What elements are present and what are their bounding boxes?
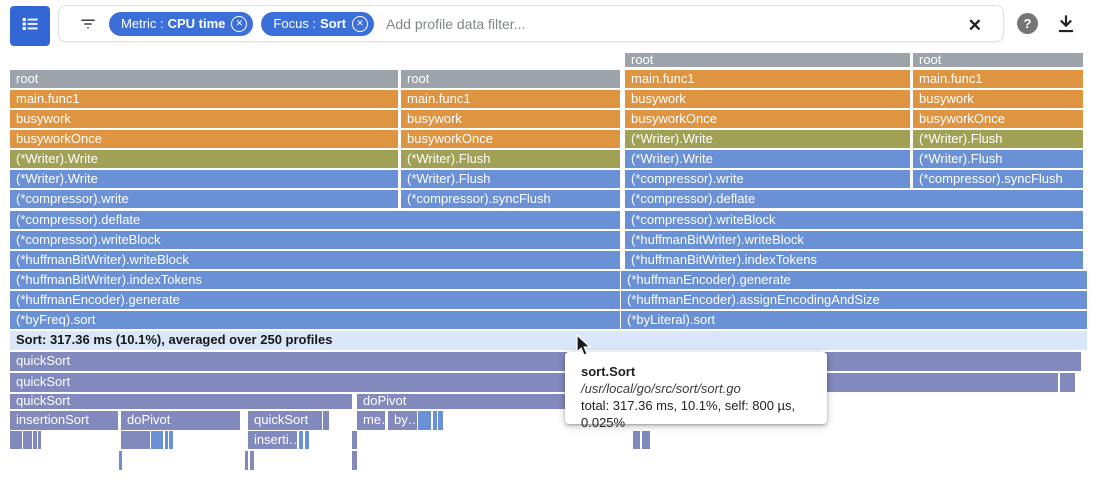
flame-cell[interactable]	[121, 431, 150, 449]
tooltip-source-path: /usr/local/go/src/sort/sort.go	[581, 381, 741, 396]
flame-cell[interactable]: (*byLiteral).sort	[621, 311, 1087, 329]
filter-input-placeholder[interactable]: Add profile data filter...	[386, 15, 526, 32]
flame-cell[interactable]: (*compressor).writeBlock	[625, 211, 1083, 229]
flame-cell[interactable]	[1060, 373, 1075, 392]
flame-cell[interactable]: by…	[388, 411, 417, 430]
flame-cell[interactable]: (*huffmanEncoder).generate	[10, 291, 620, 309]
flame-cell[interactable]: (*Writer).Flush	[401, 150, 620, 168]
flame-cell[interactable]	[245, 451, 248, 470]
filter-icon	[79, 15, 97, 33]
filter-chip[interactable]: Focus : Sort ✕	[261, 11, 375, 36]
flame-cell[interactable]	[433, 411, 437, 430]
flame-cell[interactable]: busyworkOnce	[401, 130, 620, 148]
flame-cell[interactable]	[33, 431, 37, 449]
chip-label: Metric :	[121, 16, 164, 31]
flame-cell[interactable]: (*compressor).syncFlush	[913, 170, 1083, 188]
flame-cell[interactable]	[23, 431, 32, 449]
flame-cell[interactable]: busywork	[10, 110, 398, 128]
flame-row-selected[interactable]: Sort: 317.36 ms (10.1%), averaged over 2…	[10, 331, 1087, 350]
flame-cell[interactable]	[352, 431, 357, 449]
flame-cell[interactable]	[418, 411, 431, 430]
flame-cell[interactable]: (*compressor).write	[10, 190, 398, 208]
flame-cell[interactable]: root	[10, 70, 398, 88]
flame-cell[interactable]: (*Writer).Flush	[401, 170, 620, 188]
flame-cell[interactable]: quickSort	[248, 411, 322, 430]
flame-cell[interactable]: (*compressor).deflate	[625, 190, 1083, 208]
filter-chip-list: Metric : CPU time ✕ Focus : Sort ✕	[109, 11, 375, 36]
flame-cell[interactable]	[438, 411, 443, 430]
flame-cell[interactable]: root	[913, 53, 1083, 67]
flame-cell[interactable]: me…	[357, 411, 385, 430]
filter-chip[interactable]: Metric : CPU time ✕	[109, 11, 254, 36]
list-icon	[19, 13, 41, 40]
flame-cell[interactable]: (*Writer).Write	[625, 130, 910, 148]
flame-cell[interactable]: inserti…	[248, 431, 297, 449]
flame-cell[interactable]	[169, 431, 173, 449]
flame-cell[interactable]	[165, 431, 168, 449]
menu-button[interactable]	[10, 6, 50, 46]
flame-cell[interactable]: (*compressor).syncFlush	[401, 190, 620, 208]
download-icon[interactable]	[1053, 11, 1079, 37]
flame-cell[interactable]: busyworkOnce	[913, 110, 1083, 128]
frame-tooltip: sort.Sort /usr/local/go/src/sort/sort.go…	[565, 352, 827, 430]
flame-cell[interactable]: main.func1	[401, 90, 620, 108]
flame-cell[interactable]: root	[625, 53, 910, 67]
flame-cell[interactable]: quickSort	[10, 373, 1058, 392]
clear-filters-icon[interactable]: ✕	[967, 16, 982, 35]
flame-cell[interactable]	[10, 431, 22, 449]
flame-cell[interactable]	[151, 431, 163, 449]
help-icon[interactable]: ?	[1017, 13, 1038, 34]
flame-cell[interactable]: busyworkOnce	[625, 110, 910, 128]
flame-cell[interactable]	[352, 451, 357, 470]
flame-cell[interactable]: (*byFreq).sort	[10, 311, 620, 329]
flame-cell[interactable]: (*huffmanBitWriter).writeBlock	[625, 231, 1083, 249]
chip-label: Focus :	[273, 16, 317, 31]
flame-cell[interactable]: busyworkOnce	[10, 130, 398, 148]
flame-cell[interactable]: (*Writer).Write	[10, 170, 398, 188]
flame-cell[interactable]: busywork	[913, 90, 1083, 108]
flame-cell[interactable]: (*huffmanEncoder).generate	[621, 271, 1087, 289]
tooltip-function-name: sort.Sort	[581, 364, 636, 379]
flame-cell[interactable]	[299, 431, 303, 449]
flame-cell[interactable]: (*huffmanBitWriter).writeBlock	[10, 251, 620, 269]
flame-cell[interactable]: (*huffmanBitWriter).indexTokens	[625, 251, 1083, 269]
flame-cell[interactable]: (*compressor).writeBlock	[10, 231, 620, 249]
flame-cell[interactable]: main.func1	[913, 70, 1083, 88]
flame-cell[interactable]	[119, 451, 122, 470]
flame-cell[interactable]: main.func1	[625, 70, 910, 88]
flame-cell[interactable]: (*Writer).Flush	[913, 130, 1083, 148]
flame-cell[interactable]: quickSort	[10, 352, 1081, 371]
flame-cell[interactable]: busywork	[625, 90, 910, 108]
flame-cell[interactable]	[323, 411, 329, 430]
filter-bar[interactable]: Metric : CPU time ✕ Focus : Sort ✕ Add prof…	[58, 5, 1004, 42]
flame-cell[interactable]: quickSort	[10, 394, 352, 409]
flame-cell[interactable]	[305, 431, 309, 449]
flame-cell[interactable]: busywork	[401, 110, 620, 128]
flame-cell[interactable]: (*compressor).write	[625, 170, 910, 188]
flame-cell[interactable]: root	[401, 70, 620, 88]
flame-cell[interactable]: (*compressor).deflate	[10, 211, 620, 229]
flame-cell[interactable]	[642, 431, 650, 449]
toolbar: Metric : CPU time ✕ Focus : Sort ✕ Add prof…	[0, 0, 1096, 48]
flame-cell[interactable]	[633, 431, 640, 449]
chip-remove-icon[interactable]: ✕	[231, 15, 248, 32]
flame-cell[interactable]: (*Writer).Flush	[913, 150, 1083, 168]
flame-cell[interactable]: (*Writer).Write	[10, 150, 398, 168]
flame-cell[interactable]	[250, 451, 254, 470]
flame-cell[interactable]	[38, 431, 41, 449]
flame-cell[interactable]: doPivot	[121, 411, 240, 430]
flame-cell[interactable]: (*huffmanBitWriter).indexTokens	[10, 271, 620, 289]
flame-cell[interactable]: (*Writer).Write	[625, 150, 910, 168]
flame-cell[interactable]: main.func1	[10, 90, 398, 108]
chip-remove-icon[interactable]: ✕	[352, 15, 369, 32]
tooltip-stats: total: 317.36 ms, 10.1%, self: 800 µs, 0…	[581, 398, 796, 430]
flame-cell[interactable]: insertionSort	[10, 411, 118, 430]
flame-cell[interactable]: (*huffmanEncoder).assignEncodingAndSize	[621, 291, 1087, 309]
